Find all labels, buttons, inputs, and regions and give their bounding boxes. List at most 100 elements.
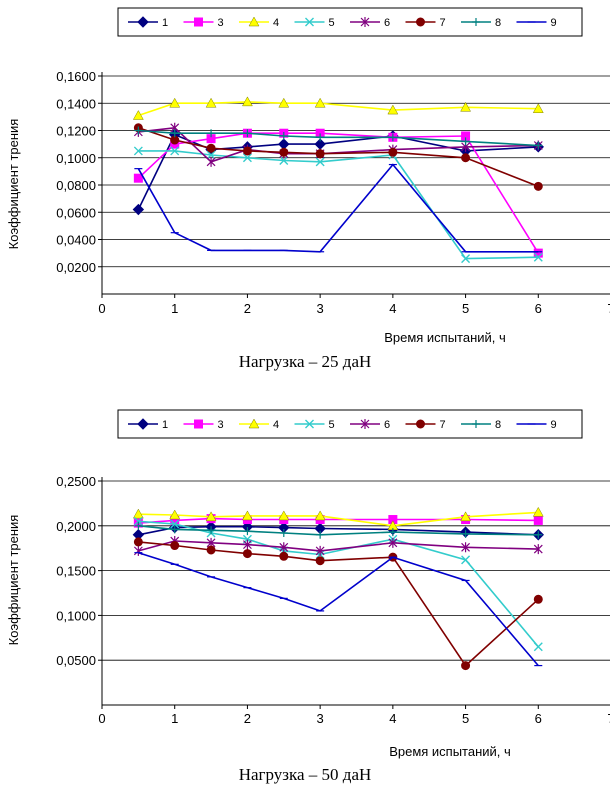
- y-tick-label: 0,0800: [56, 178, 96, 193]
- data-point-8: [461, 137, 470, 146]
- data-point-4: [205, 97, 217, 108]
- y-tick-label: 0,0500: [56, 653, 96, 668]
- data-point-4: [460, 511, 471, 522]
- legend-marker-7: [416, 17, 425, 27]
- data-point-8: [388, 133, 397, 142]
- data-point-5: [242, 153, 252, 163]
- data-point-8: [534, 141, 543, 150]
- series-line-9: [137, 163, 539, 253]
- data-point-8: [207, 129, 216, 138]
- series-line-9: [138, 551, 539, 667]
- legend-marker-4: [248, 418, 260, 429]
- legend-label-4: 4: [273, 17, 279, 29]
- y-tick-label: 0,0200: [56, 260, 96, 275]
- legend: 1 3 4 5 6 7 8 9: [117, 409, 583, 439]
- data-point-7: [206, 545, 216, 555]
- series-line-3: [138, 517, 539, 524]
- legend-marker-6: [360, 419, 370, 429]
- x-axis-label: Время испытаний, ч: [384, 330, 506, 345]
- data-point-8: [279, 528, 288, 537]
- data-point-6: [243, 539, 252, 550]
- y-tick-label: 0,0400: [56, 233, 96, 248]
- legend-label-7: 7: [440, 419, 446, 431]
- data-point-5: [279, 155, 289, 165]
- series-line-7: [138, 541, 539, 667]
- series-line-6: [138, 540, 539, 552]
- legend-label-9: 9: [551, 419, 557, 431]
- data-point-8: [388, 528, 397, 537]
- data-point-4: [132, 508, 144, 519]
- data-point-5: [461, 555, 471, 565]
- data-point-8: [134, 126, 143, 135]
- series-line-5: [138, 520, 539, 648]
- y-tick-label: 0,1600: [56, 69, 96, 84]
- data-point-7: [461, 153, 471, 163]
- data-point-5: [315, 157, 325, 167]
- data-point-7: [242, 146, 252, 156]
- data-point-8: [461, 529, 470, 538]
- data-point-7: [315, 556, 325, 566]
- data-point-5: [533, 642, 543, 652]
- legend-marker-4: [248, 16, 260, 27]
- legend: 1 3 4 5 6 7 8 9: [117, 7, 583, 37]
- data-point-4: [242, 96, 253, 107]
- x-tick-label: 3: [317, 301, 324, 316]
- data-point-3: [533, 248, 543, 258]
- legend-label-1: 1: [162, 419, 168, 431]
- legend-label-6: 6: [384, 17, 390, 29]
- data-point-4: [278, 510, 290, 521]
- data-point-8: [170, 129, 179, 138]
- legend-label-7: 7: [440, 17, 446, 29]
- data-point-4: [532, 103, 544, 113]
- legend-marker-5: [305, 419, 314, 429]
- data-point-7: [206, 143, 216, 153]
- legend-marker-8: [472, 420, 480, 428]
- legend-marker-6: [360, 17, 370, 27]
- data-point-5: [170, 519, 180, 529]
- data-point-4: [460, 101, 471, 112]
- data-point-7: [315, 149, 325, 159]
- x-tick-label: 2: [244, 301, 251, 316]
- data-point-7: [533, 594, 543, 604]
- legend-marker-7: [416, 419, 425, 429]
- x-tick-label: 6: [535, 301, 542, 316]
- legend-marker-8: [472, 18, 480, 26]
- data-point-5: [170, 146, 180, 156]
- x-tick-label: 6: [535, 711, 542, 726]
- data-point-8: [534, 530, 543, 539]
- data-point-4: [169, 97, 181, 108]
- data-point-4: [132, 109, 144, 120]
- data-point-8: [243, 129, 252, 138]
- x-tick-label: 3: [317, 711, 324, 726]
- y-axis-label: Коэффициент трения: [6, 515, 21, 646]
- data-point-5: [133, 146, 143, 156]
- data-point-3: [133, 173, 143, 183]
- x-axis-label: Время испытаний, ч: [389, 744, 511, 759]
- y-tick-label: 0,0600: [56, 205, 96, 220]
- x-tick-label: 4: [389, 711, 396, 726]
- data-point-7: [533, 181, 543, 191]
- y-tick-label: 0,2000: [56, 519, 96, 534]
- series-line-5: [138, 150, 539, 260]
- legend-label-5: 5: [329, 419, 335, 431]
- x-tick-label: 5: [462, 301, 469, 316]
- y-axis-label: Коэффициент трения: [6, 119, 21, 250]
- data-point-7: [388, 147, 398, 157]
- data-point-6: [388, 537, 398, 548]
- data-point-7: [279, 551, 289, 561]
- data-point-8: [316, 133, 325, 142]
- chart-caption: Нагрузка – 50 даН: [239, 765, 372, 784]
- x-tick-label: 5: [462, 711, 469, 726]
- data-point-4: [169, 509, 181, 520]
- data-point-5: [133, 516, 143, 526]
- data-point-7: [461, 661, 471, 671]
- x-tick-label: 1: [171, 711, 178, 726]
- legend-label-3: 3: [218, 17, 224, 29]
- data-point-6: [533, 544, 543, 555]
- chart-caption: Нагрузка – 25 даН: [239, 352, 372, 371]
- y-tick-label: 0,2500: [56, 474, 96, 489]
- data-point-7: [170, 541, 180, 551]
- legend-marker-3: [194, 17, 203, 27]
- legend-label-1: 1: [162, 17, 168, 29]
